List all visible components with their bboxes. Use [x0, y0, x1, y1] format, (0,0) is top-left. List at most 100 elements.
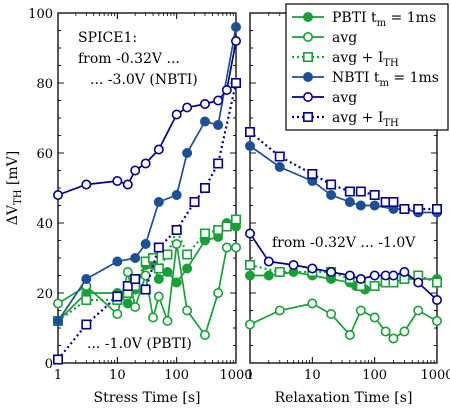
data-point	[149, 254, 157, 262]
data-point	[357, 275, 365, 283]
data-point	[357, 306, 365, 314]
data-point	[82, 296, 90, 304]
data-point	[433, 278, 441, 286]
y-tick-label: 60	[36, 147, 53, 162]
data-point	[82, 320, 90, 328]
data-point	[172, 278, 181, 287]
x-axis-label: Relaxation Time [s]	[275, 390, 413, 406]
x-tick-label: 1	[54, 368, 62, 383]
data-point	[327, 180, 335, 188]
data-point	[141, 285, 149, 293]
y-tick-label: 100	[28, 7, 53, 22]
data-point	[183, 149, 192, 158]
data-point	[433, 317, 441, 325]
data-point	[223, 243, 231, 251]
data-point	[54, 317, 63, 326]
data-point	[54, 191, 62, 199]
data-point	[201, 229, 209, 237]
x-tick-label: 10	[109, 368, 126, 383]
data-point	[163, 250, 171, 258]
annotation-text: SPICE1:	[78, 30, 137, 46]
data-point	[131, 166, 139, 174]
data-point	[154, 198, 163, 207]
data-point	[214, 159, 222, 167]
data-point	[163, 268, 172, 277]
legend-marker	[304, 93, 312, 101]
data-point	[433, 296, 441, 304]
data-point	[201, 100, 209, 108]
legend-marker	[304, 13, 313, 22]
data-point	[246, 229, 254, 237]
data-point	[246, 320, 254, 328]
annotation-text: from -0.32V ... -1.0V	[272, 235, 416, 251]
data-point	[183, 264, 192, 273]
data-point	[201, 184, 209, 192]
data-point	[223, 86, 231, 94]
data-point	[223, 222, 231, 230]
data-point	[172, 110, 180, 118]
data-point	[149, 313, 157, 321]
data-point	[356, 201, 365, 210]
data-point	[172, 226, 180, 234]
data-point	[400, 327, 408, 335]
annotation-text: ... -1.0V (PBTI)	[87, 336, 192, 352]
data-point	[154, 275, 163, 284]
data-point	[389, 198, 397, 206]
legend-marker	[304, 73, 313, 82]
data-point	[346, 187, 354, 195]
data-point	[141, 240, 150, 249]
data-point	[113, 310, 121, 318]
data-point	[357, 187, 365, 195]
data-point	[327, 310, 335, 318]
data-point	[124, 180, 132, 188]
legend-marker	[304, 33, 312, 41]
data-point	[82, 180, 90, 188]
x-tick-label: 100	[164, 368, 189, 383]
data-point	[232, 243, 240, 251]
series-pbti_ith	[54, 215, 240, 325]
data-point	[131, 303, 139, 311]
data-point	[276, 306, 284, 314]
data-point	[414, 205, 422, 213]
data-point	[370, 282, 378, 290]
y-tick-label: 0	[45, 357, 53, 372]
x-tick-label: 10	[304, 368, 321, 383]
data-point	[155, 243, 163, 251]
data-point	[246, 261, 254, 269]
legend-label: avg	[332, 90, 357, 106]
data-point	[414, 306, 422, 314]
data-point	[214, 121, 223, 130]
annotation-text: from -0.32V ...	[78, 51, 180, 67]
data-point	[381, 327, 389, 335]
data-point	[141, 271, 149, 279]
data-point	[400, 205, 408, 213]
data-point	[172, 191, 181, 200]
data-point	[113, 177, 121, 185]
data-point	[289, 261, 297, 269]
data-point	[327, 268, 335, 276]
data-point	[155, 292, 163, 300]
data-point	[232, 79, 240, 87]
data-point	[346, 271, 354, 279]
data-point	[201, 331, 209, 339]
data-point	[414, 278, 422, 286]
y-tick-label: 80	[36, 77, 53, 92]
data-point	[276, 152, 284, 160]
data-point	[155, 145, 163, 153]
data-point	[389, 271, 397, 279]
data-point	[54, 355, 62, 363]
data-point	[345, 198, 354, 207]
data-point	[113, 292, 121, 300]
data-point	[183, 103, 191, 111]
data-point	[183, 250, 191, 258]
data-point	[275, 163, 284, 172]
data-point	[183, 306, 191, 314]
y-tick-label: 40	[36, 217, 53, 232]
data-point	[155, 264, 163, 272]
legend-marker	[304, 113, 312, 121]
data-point	[214, 96, 222, 104]
data-point	[172, 240, 180, 248]
series-pbti_ith	[246, 261, 441, 290]
